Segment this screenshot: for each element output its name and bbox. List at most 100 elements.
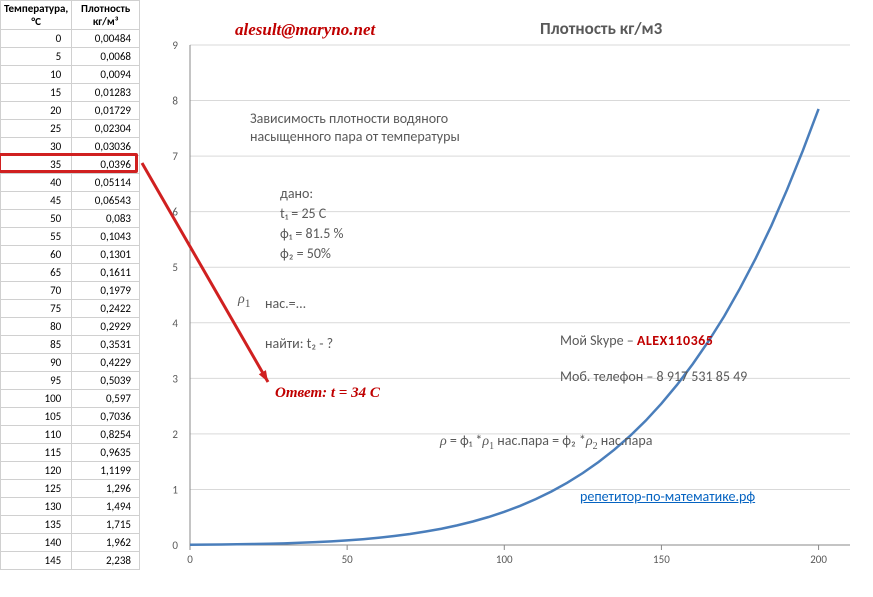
- formula: ρ = ф₁ *ρ1 нас.пара = ф₂ *ρ2 нас.пара: [440, 432, 652, 452]
- cell-density: 0,597: [72, 390, 140, 408]
- table-row: 850,3531: [1, 336, 140, 354]
- table-row: 350,0396: [1, 156, 140, 174]
- cell-temp: 90: [1, 354, 72, 372]
- cell-density: 0,02304: [72, 120, 140, 138]
- find-label: найти: t₂ - ?: [265, 335, 333, 352]
- cell-temp: 135: [1, 516, 72, 534]
- cell-temp: 95: [1, 372, 72, 390]
- svg-text:150: 150: [653, 553, 670, 566]
- tutor-link[interactable]: репетитор-по-математике.рф: [580, 488, 755, 505]
- cell-density: 0,2422: [72, 300, 140, 318]
- svg-text:200: 200: [810, 553, 827, 566]
- cell-density: 0,01283: [72, 84, 140, 102]
- table-row: 600,1301: [1, 246, 140, 264]
- subtitle-l1: Зависимость плотности водяного: [250, 110, 448, 127]
- table-row: 750,2422: [1, 300, 140, 318]
- cell-density: 0,8254: [72, 426, 140, 444]
- cell-density: 2,238: [72, 552, 140, 570]
- cell-density: 1,962: [72, 534, 140, 552]
- cell-temp: 120: [1, 462, 72, 480]
- cell-density: 0,2929: [72, 318, 140, 336]
- cell-density: 0,5039: [72, 372, 140, 390]
- cell-temp: 100: [1, 390, 72, 408]
- cell-temp: 30: [1, 138, 72, 156]
- table-row: 1301,494: [1, 498, 140, 516]
- cell-density: 0,05114: [72, 174, 140, 192]
- table-row: 700,1979: [1, 282, 140, 300]
- cell-temp: 40: [1, 174, 72, 192]
- data-table-area: Температура, °С Плотность кг/м³ 00,00484…: [0, 0, 140, 570]
- svg-text:8: 8: [172, 95, 178, 108]
- cell-density: 0,00484: [72, 30, 140, 48]
- cell-temp: 115: [1, 444, 72, 462]
- cell-density: 0,0094: [72, 66, 140, 84]
- skype-value: ALEX110365: [637, 332, 714, 349]
- cell-temp: 55: [1, 228, 72, 246]
- answer-text: Ответ: t = 34 C: [275, 385, 380, 402]
- table-row: 00,00484: [1, 30, 140, 48]
- cell-density: 1,715: [72, 516, 140, 534]
- density-table: Температура, °С Плотность кг/м³ 00,00484…: [0, 0, 140, 570]
- cell-density: 0,9635: [72, 444, 140, 462]
- cell-density: 0,1301: [72, 246, 140, 264]
- svg-text:4: 4: [172, 317, 178, 330]
- svg-text:7: 7: [172, 150, 178, 163]
- given-t1: t₁ = 25 C: [280, 205, 326, 222]
- svg-text:0: 0: [172, 539, 178, 552]
- table-row: 450,06543: [1, 192, 140, 210]
- svg-text:1: 1: [172, 483, 178, 496]
- cell-density: 1,1199: [72, 462, 140, 480]
- table-row: 1201,1199: [1, 462, 140, 480]
- svg-text:5: 5: [172, 261, 178, 274]
- formula-p1: = ф₁ *: [447, 432, 483, 449]
- table-row: 300,03036: [1, 138, 140, 156]
- table-row: 1251,296: [1, 480, 140, 498]
- cell-temp: 15: [1, 84, 72, 102]
- cell-density: 1,494: [72, 498, 140, 516]
- cell-temp: 50: [1, 210, 72, 228]
- table-row: 100,0094: [1, 66, 140, 84]
- skype-line: Мой Skype – ALEX110365: [560, 332, 713, 349]
- svg-text:0: 0: [187, 553, 193, 566]
- skype-label: Мой Skype –: [560, 332, 637, 349]
- cell-temp: 75: [1, 300, 72, 318]
- cell-temp: 125: [1, 480, 72, 498]
- table-row: 150,01283: [1, 84, 140, 102]
- cell-density: 0,1611: [72, 264, 140, 282]
- cell-temp: 145: [1, 552, 72, 570]
- table-row: 400,05114: [1, 174, 140, 192]
- table-row: 1050,7036: [1, 408, 140, 426]
- cell-temp: 130: [1, 498, 72, 516]
- cell-temp: 35: [1, 156, 72, 174]
- cell-density: 0,01729: [72, 102, 140, 120]
- table-row: 1351,715: [1, 516, 140, 534]
- table-row: 900,4229: [1, 354, 140, 372]
- table-row: 200,01729: [1, 102, 140, 120]
- table-row: 1150,9635: [1, 444, 140, 462]
- given-f2: ф₂ = 50%: [280, 245, 331, 262]
- cell-temp: 140: [1, 534, 72, 552]
- table-row: 800,2929: [1, 318, 140, 336]
- formula-p3: нас.пара: [598, 432, 653, 449]
- cell-density: 0,0396: [72, 156, 140, 174]
- chart-title: Плотность кг/м3: [540, 18, 662, 39]
- given-title: дано:: [280, 185, 313, 202]
- cell-density: 0,1043: [72, 228, 140, 246]
- rho1-sym: ρ1: [238, 292, 251, 310]
- table-row: 1100,8254: [1, 426, 140, 444]
- cell-density: 0,06543: [72, 192, 140, 210]
- cell-density: 0,3531: [72, 336, 140, 354]
- table-row: 1401,962: [1, 534, 140, 552]
- col-header-density: Плотность кг/м³: [72, 1, 140, 30]
- rho1-label: нас.=...: [265, 295, 306, 312]
- phone-text: Моб. телефон – 8 917 531 85 49: [560, 368, 747, 385]
- cell-temp: 80: [1, 318, 72, 336]
- svg-text:9: 9: [172, 39, 178, 52]
- table-row: 550,1043: [1, 228, 140, 246]
- cell-temp: 45: [1, 192, 72, 210]
- subtitle-l2: насыщенного пара от температуры: [250, 128, 460, 145]
- chart-area: 0123456789050100150200 alesult@maryno.ne…: [140, 0, 873, 597]
- cell-temp: 5: [1, 48, 72, 66]
- cell-density: 1,296: [72, 480, 140, 498]
- table-row: 1452,238: [1, 552, 140, 570]
